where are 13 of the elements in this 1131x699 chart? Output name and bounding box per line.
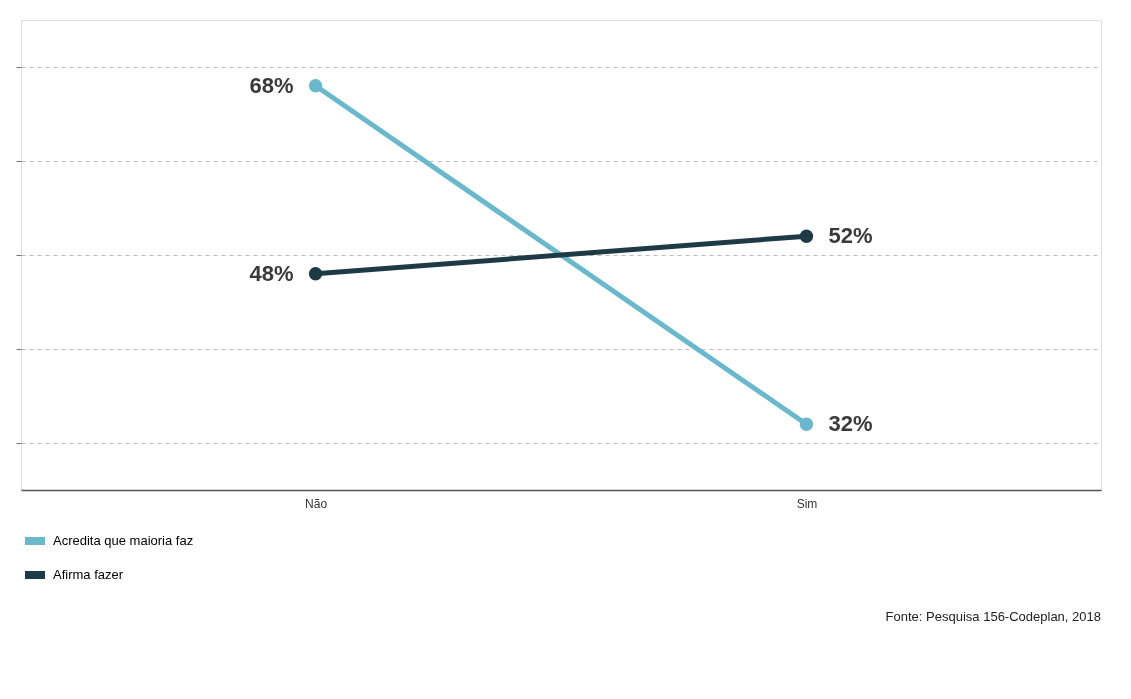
legend-label: Afirma fazer bbox=[53, 567, 124, 582]
data-label: 32% bbox=[828, 411, 873, 437]
point bbox=[308, 267, 323, 281]
x-tick-label: Não bbox=[305, 496, 328, 511]
data-label: 48% bbox=[249, 260, 294, 286]
point bbox=[308, 79, 323, 93]
source-note: Fonte: Pesquisa 156-Codeplan, 2018 bbox=[885, 609, 1101, 624]
x-tick-label: Sim bbox=[796, 496, 818, 511]
legend-label: Acredita que maioria faz bbox=[53, 533, 194, 548]
data-label: 68% bbox=[249, 72, 294, 98]
point bbox=[799, 417, 814, 431]
point bbox=[799, 229, 814, 243]
data-label: 52% bbox=[828, 223, 873, 249]
